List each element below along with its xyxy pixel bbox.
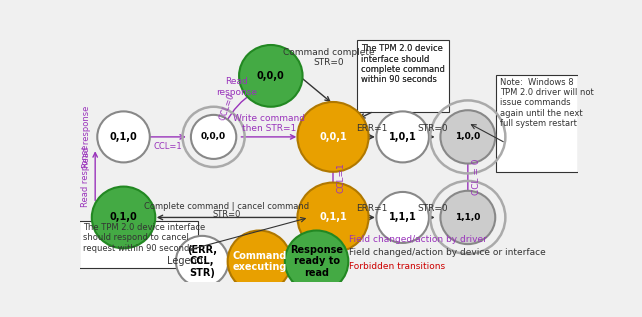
Text: 1,1,0: 1,1,0 (455, 213, 480, 222)
Text: Field changed/action by device or interface: Field changed/action by device or interf… (349, 248, 546, 257)
Text: STR=0: STR=0 (213, 210, 241, 219)
Ellipse shape (228, 230, 291, 292)
Text: 0,1,0: 0,1,0 (110, 132, 137, 142)
Ellipse shape (285, 230, 349, 292)
Text: Forbidden transitions: Forbidden transitions (349, 262, 445, 271)
Text: CCL=1: CCL=1 (337, 162, 346, 192)
Ellipse shape (176, 236, 229, 287)
Text: Write command
then STR=1: Write command then STR=1 (233, 114, 306, 133)
Text: 1,0,0: 1,0,0 (455, 133, 480, 141)
FancyBboxPatch shape (358, 41, 449, 113)
Text: 1,1,1: 1,1,1 (389, 212, 417, 223)
Text: STR=0: STR=0 (417, 204, 448, 213)
Text: 0,1,0: 0,1,0 (110, 212, 137, 223)
Ellipse shape (98, 111, 150, 162)
Text: Command complete
STR=0: Command complete STR=0 (283, 48, 375, 67)
Text: 0,0,1: 0,0,1 (319, 132, 347, 142)
FancyBboxPatch shape (496, 75, 578, 172)
Ellipse shape (297, 102, 369, 172)
Text: 0,0,0: 0,0,0 (257, 71, 284, 81)
Ellipse shape (440, 191, 495, 244)
Ellipse shape (239, 45, 302, 107)
Ellipse shape (376, 192, 429, 243)
Ellipse shape (191, 115, 236, 159)
Text: Complete command | cancel command: Complete command | cancel command (144, 202, 309, 211)
Text: CCL=0: CCL=0 (218, 91, 237, 121)
Text: Response
ready to
read: Response ready to read (290, 245, 343, 278)
Ellipse shape (440, 110, 495, 164)
Text: (ERR,
CCL,
STR): (ERR, CCL, STR) (187, 245, 217, 278)
Text: The TPM 2.0 device
interface should
complete command
within 90 seconds: The TPM 2.0 device interface should comp… (361, 44, 446, 84)
Text: Read response: Read response (81, 145, 90, 207)
Text: Field changed/action by driver: Field changed/action by driver (349, 235, 487, 244)
Text: The TPM 2.0 device interface
should respond to cancel
request within 90 seconds: The TPM 2.0 device interface should resp… (83, 223, 205, 253)
FancyBboxPatch shape (79, 221, 198, 268)
Text: The TPM 2.0 device
interface should
complete command
within 90 seconds: The TPM 2.0 device interface should comp… (361, 44, 446, 84)
Text: 0,0,0: 0,0,0 (201, 133, 226, 141)
Text: Read response: Read response (82, 106, 91, 168)
Text: 1,0,1: 1,0,1 (389, 132, 417, 142)
Text: Read
response: Read response (216, 77, 257, 97)
Ellipse shape (376, 111, 429, 162)
Text: Note:  Windows 8
TPM 2.0 driver will not
issue commands
again until the next
ful: Note: Windows 8 TPM 2.0 driver will not … (499, 78, 593, 128)
Text: 0,1,1: 0,1,1 (319, 212, 347, 223)
Text: CCL=1: CCL=1 (153, 142, 182, 151)
Text: CCL = 0: CCL = 0 (472, 159, 481, 195)
Text: STR=0: STR=0 (417, 124, 448, 133)
Text: Command
executing: Command executing (232, 250, 286, 272)
Text: ERR=1: ERR=1 (356, 124, 388, 133)
Ellipse shape (297, 183, 369, 252)
Ellipse shape (92, 187, 155, 248)
Text: ERR=1: ERR=1 (356, 204, 388, 213)
Text: Legend:: Legend: (168, 256, 207, 266)
